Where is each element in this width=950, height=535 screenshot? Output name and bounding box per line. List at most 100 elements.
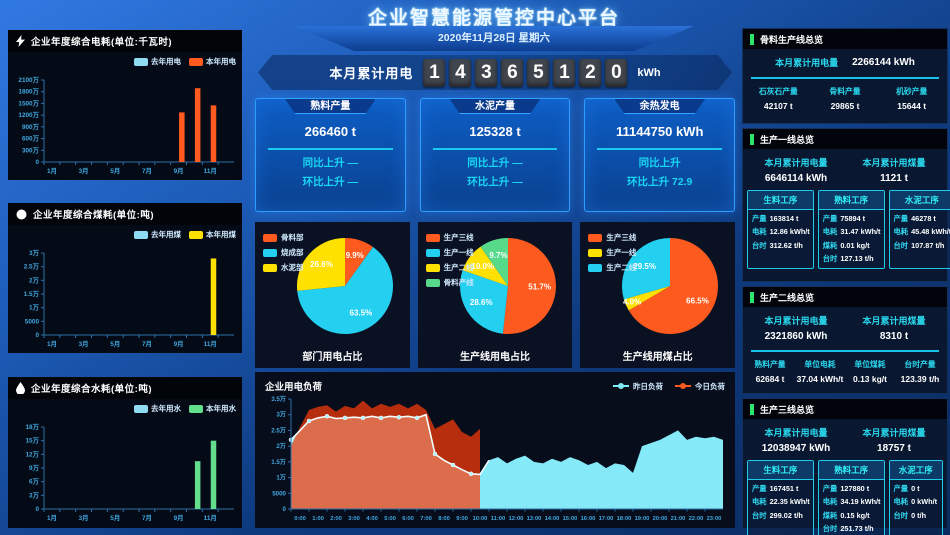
line1-overview-panel: 生产一线总览 本月累计用电量 6646114 kWh 本月累计用煤量 1121 t 生料工…: [742, 128, 950, 282]
process-metric-value: 127.13 t/h: [840, 254, 874, 263]
svg-text:1万: 1万: [276, 475, 286, 482]
svg-text:1:00: 1:00: [312, 516, 324, 522]
legend-item-去年用水[interactable]: 去年用水: [134, 403, 181, 414]
legend-item-生产一线[interactable]: 生产一线: [425, 247, 474, 258]
area-chart-header: 企业用电负荷 昨日负荷 今日负荷: [255, 372, 735, 394]
legend-item-烧成部[interactable]: 烧成部: [263, 247, 304, 258]
legend-item-骨料产线[interactable]: 骨料产线: [425, 277, 474, 288]
metric-cell: 熟料产量 62684 t: [745, 359, 795, 384]
legend-item-骨料部[interactable]: 骨料部: [263, 232, 304, 243]
legend-item-生产一线[interactable]: 生产一线: [588, 247, 636, 258]
legend-item-本年用煤[interactable]: 本年用煤: [189, 229, 236, 240]
legend-label: 生产三线: [443, 233, 474, 242]
legend-item-去年用煤[interactable]: 去年用煤: [134, 229, 181, 240]
svg-text:11月: 11月: [204, 514, 217, 522]
mom-text: 环比上升 —: [467, 176, 523, 189]
svg-text:5000: 5000: [272, 490, 286, 497]
legend-label: 生产二线: [443, 263, 474, 272]
counter-label: 本月累计用电: [329, 66, 414, 81]
svg-text:300万: 300万: [22, 146, 40, 154]
svg-text:0: 0: [35, 332, 39, 339]
svg-text:4.0%: 4.0%: [623, 297, 641, 306]
legend-item-生产三线[interactable]: 生产三线: [425, 232, 474, 243]
svg-text:1.5万: 1.5万: [24, 290, 40, 298]
svg-text:13:00: 13:00: [527, 516, 542, 522]
metrics-row: 石灰石产量 42107 t 骨料产量 29865 t 机砂产量 15644 t: [743, 83, 947, 118]
svg-text:1.5万: 1.5万: [271, 459, 286, 466]
legend-swatch: [588, 263, 603, 272]
counter-digit: 1: [423, 58, 446, 87]
svg-text:600万: 600万: [22, 135, 40, 143]
svg-text:1月: 1月: [47, 514, 57, 522]
green-bar-icon: [750, 133, 754, 145]
svg-text:51.7%: 51.7%: [528, 283, 551, 292]
svg-text:6:00: 6:00: [402, 516, 414, 522]
svg-text:12万: 12万: [26, 450, 40, 458]
legend-marker: [613, 383, 629, 389]
legend-marker-dot: [618, 383, 624, 389]
process-metric-label: 电耗: [752, 497, 767, 506]
legend-item-生产三线[interactable]: 生产三线: [588, 232, 636, 243]
panel-body: 去年用水 本年用水 0 3万 6万 9万 12万 15万 18万 1月 3月 5月 7月 9月 11月: [8, 399, 242, 528]
panel-header: 企业年度综合煤耗(单位:吨): [8, 203, 242, 225]
process-metric-label: 产量: [822, 483, 838, 493]
legend-item-水泥部[interactable]: 水泥部: [263, 262, 304, 273]
svg-text:29.5%: 29.5%: [634, 262, 657, 271]
svg-text:5月: 5月: [110, 167, 120, 175]
area-chart-title: 企业用电负荷: [265, 382, 323, 393]
legend-label: 生产二线: [606, 263, 637, 272]
svg-text:66.5%: 66.5%: [687, 297, 710, 306]
process-metric-label: 电耗: [822, 227, 838, 236]
process-metric-row: 电耗 22.35 kWh/t: [748, 494, 813, 508]
svg-text:18:00: 18:00: [617, 516, 632, 522]
process-metric-label: 产量: [822, 213, 838, 223]
process-card: 生料工序 产量 167451 t 电耗 22.35 kWh/t 台时 299.02 t/h: [747, 460, 814, 535]
process-metric-label: 台时: [822, 254, 838, 263]
annual-coal-panel: 企业年度综合煤耗(单位:吨) 去年用煤 本年用煤 0 5000 1万 1.5万 2万 2.5…: [8, 203, 242, 353]
svg-text:2.5万: 2.5万: [24, 263, 40, 271]
legend-label: 本年用电: [206, 57, 236, 66]
process-metric-value: 31.47 kWh/t: [840, 227, 881, 236]
svg-text:10.0%: 10.0%: [471, 262, 494, 271]
legend-item-本年用水[interactable]: 本年用水: [189, 403, 236, 414]
stat-value: 2266144 kWh: [852, 57, 915, 68]
pie-charts-row: 骨料部 烧成部 水泥部 9.9% 63.5% 26.6% 部门用电占比 生产三线 生产一线…: [255, 222, 736, 368]
yoy-text: 同比上升 —: [302, 157, 359, 169]
svg-text:16:00: 16:00: [581, 516, 596, 522]
process-metric-label: 台时: [893, 510, 909, 520]
metric-label: 石灰石产量: [758, 87, 798, 96]
divider: [751, 77, 939, 79]
legend-swatch: [189, 230, 203, 239]
pie-legend: 生产三线生产一线生产二线骨料产线: [425, 232, 474, 292]
svg-text:0:00: 0:00: [294, 516, 306, 522]
legend-item-生产二线[interactable]: 生产二线: [425, 262, 474, 273]
svg-text:3万: 3万: [29, 249, 40, 257]
svg-text:28.6%: 28.6%: [470, 298, 493, 307]
metric-value: 123.39 t/h: [900, 374, 940, 384]
process-metric-value: 0 t: [911, 483, 920, 493]
metric-value: 42107 t: [763, 101, 793, 111]
legend-swatch: [425, 278, 440, 287]
svg-text:11:00: 11:00: [491, 516, 506, 522]
legend-item-去年用电[interactable]: 去年用电: [134, 56, 181, 67]
process-metric-value: 75894 t: [840, 213, 866, 223]
stat-value: 2321860 kWh: [764, 331, 828, 342]
stat-label: 本月累计用电量: [764, 158, 828, 168]
monthly-stats-row: 本月累计用电量 2321860 kWh 本月累计用煤量 8310 t: [743, 307, 947, 346]
process-metric-label: 台时: [752, 510, 767, 520]
counter-digit: 1: [553, 58, 576, 87]
line-coal-pie-panel: 生产三线 生产一线 生产二线 66.5% 4.0% 29.5% 生产线用煤占比: [580, 222, 736, 368]
line2-overview-panel: 生产二线总览 本月累计用电量 2321860 kWh 本月累计用煤量 8310 t 熟料产…: [742, 286, 948, 394]
metric-value: 15644 t: [897, 101, 927, 111]
stat-value: 8310 t: [879, 331, 909, 342]
counter-digit: 2: [579, 58, 602, 87]
legend-swatch: [588, 233, 603, 242]
legend-item-今日负荷[interactable]: 今日负荷: [675, 381, 725, 392]
divider: [597, 148, 723, 150]
stat-label: 本月累计用煤量: [862, 316, 926, 326]
legend-item-昨日负荷[interactable]: 昨日负荷: [613, 381, 663, 392]
svg-text:7月: 7月: [142, 167, 152, 175]
legend-item-生产二线[interactable]: 生产二线: [588, 262, 636, 273]
legend-item-本年用电[interactable]: 本年用电: [189, 56, 236, 67]
annual-electricity-bar-chart: 0 300万 600万 900万 1200万 1500万 1800万 2100万 1月 3月 5月 7…: [18, 76, 234, 175]
